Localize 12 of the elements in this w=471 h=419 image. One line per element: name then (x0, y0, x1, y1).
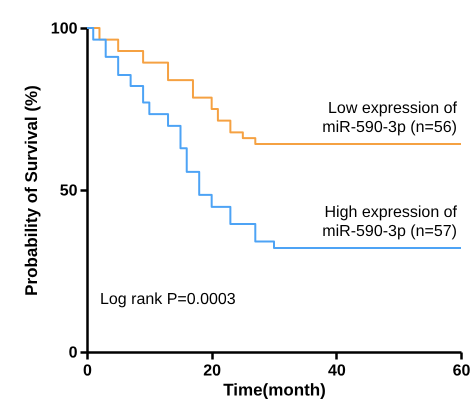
x-tick-label: 20 (203, 362, 222, 380)
x-tick-label: 60 (452, 362, 470, 380)
annotation: Log rank P=0.0003 (100, 291, 236, 308)
y-axis-title: Probability of Survival (%) (22, 85, 41, 296)
y-tick-label: 0 (68, 344, 78, 362)
series-label: Low expression of miR-590-3p (n=56) (322, 100, 458, 136)
x-tick-label: 0 (83, 362, 92, 380)
x-axis-title: Time(month) (223, 380, 326, 400)
y-tick-label: 100 (50, 20, 78, 38)
y-tick-label: 50 (60, 182, 78, 200)
x-tick-label: 40 (328, 362, 346, 380)
series-label: High expression of miR-590-3p (n=57) (322, 204, 458, 240)
